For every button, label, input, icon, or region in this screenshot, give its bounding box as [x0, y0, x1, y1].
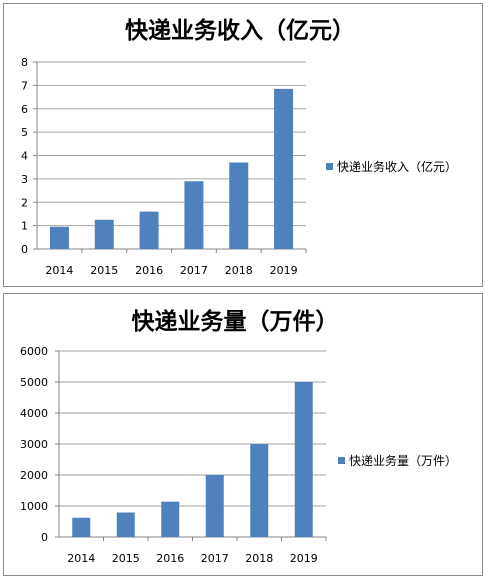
- y-tick-label: 0: [41, 531, 48, 544]
- bar-2014: [49, 226, 69, 249]
- x-tick-label: 2015: [90, 264, 118, 277]
- y-tick-label: 3000: [20, 438, 48, 451]
- legend-label: 快递业务量（万件）: [349, 453, 457, 468]
- revenue-chart-panel: 快递业务收入（亿元） 0 1 2 3 4 5 6 7 8 2014 2015 2016 2017 201…: [3, 3, 483, 287]
- x-tick-label: 2017: [201, 552, 229, 565]
- y-tick-label: 0: [21, 243, 28, 256]
- x-tick-label: 2017: [180, 264, 208, 277]
- revenue-chart: 快递业务收入（亿元） 0 1 2 3 4 5 6 7 8 2014 2015 2016 2017 201…: [21, 17, 457, 277]
- x-tick-label: 2019: [270, 264, 298, 277]
- volume-chart-panel: 快递业务量（万件） 0 1000 2000 3000 4000 5000 6000 2014…: [3, 293, 483, 576]
- legend-swatch: [338, 457, 345, 464]
- volume-chart: 快递业务量（万件） 0 1000 2000 3000 4000 5000 6000 2014…: [20, 308, 457, 565]
- y-tick-label: 6000: [20, 345, 48, 358]
- legend: 快递业务收入（亿元）: [326, 159, 457, 174]
- y-tick-label: 1: [21, 220, 28, 233]
- bar-2019: [274, 88, 294, 249]
- y-tick-label: 1000: [20, 500, 48, 513]
- y-tick-label: 5000: [20, 376, 48, 389]
- y-tick-label: 6: [21, 103, 28, 116]
- x-tick-label: 2014: [67, 552, 95, 565]
- x-tick-label: 2015: [112, 552, 140, 565]
- x-tick-label: 2019: [290, 552, 318, 565]
- bar-2017: [205, 475, 224, 537]
- y-tick-label: 7: [21, 79, 28, 92]
- x-tick-label: 2018: [245, 552, 273, 565]
- bar-2019: [294, 382, 313, 537]
- y-tick-label: 5: [21, 126, 28, 139]
- y-tick-label: 2: [21, 196, 28, 209]
- y-tick-label: 2000: [20, 469, 48, 482]
- bar-2017: [184, 181, 204, 249]
- legend-label: 快递业务收入（亿元）: [337, 159, 457, 174]
- legend-swatch: [326, 163, 333, 170]
- y-tick-label: 8: [21, 56, 28, 69]
- legend: 快递业务量（万件）: [338, 453, 457, 468]
- bar-2015: [116, 512, 135, 537]
- y-tick-label: 3: [21, 173, 28, 186]
- y-tick-label: 4: [21, 150, 28, 163]
- bar-2018: [229, 162, 249, 249]
- x-tick-label: 2016: [156, 552, 184, 565]
- x-tick-label: 2014: [45, 264, 73, 277]
- bar-2015: [94, 219, 114, 249]
- chart-title: 快递业务量（万件）: [132, 308, 339, 335]
- x-tick-label: 2016: [135, 264, 163, 277]
- x-tick-label: 2018: [225, 264, 253, 277]
- bar-2016: [161, 501, 180, 537]
- bar-2016: [139, 211, 159, 249]
- y-tick-label: 4000: [20, 407, 48, 420]
- bar-2014: [72, 517, 91, 537]
- bar-2018: [250, 444, 269, 537]
- chart-title: 快递业务收入（亿元）: [125, 17, 355, 44]
